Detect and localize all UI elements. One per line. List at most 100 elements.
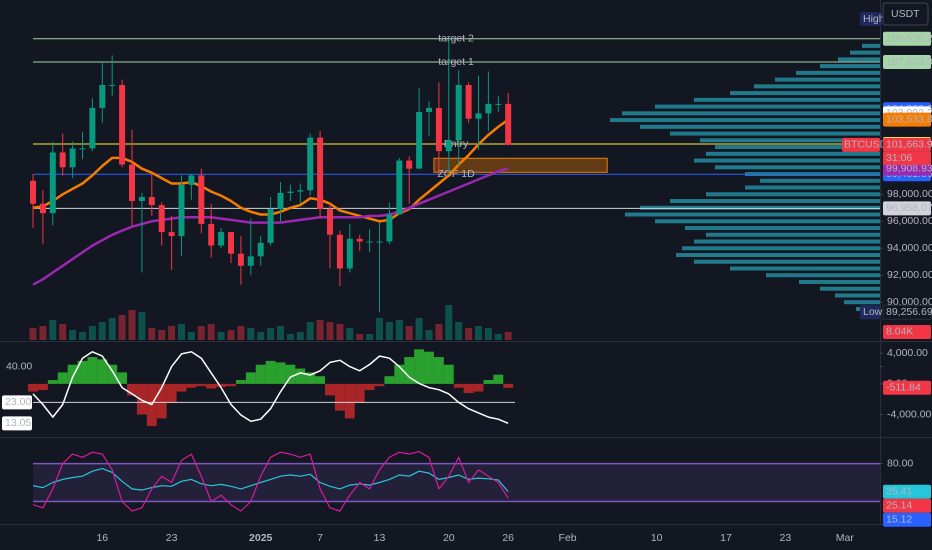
oscillator-bar bbox=[275, 362, 286, 384]
oscillator-bar bbox=[176, 383, 187, 392]
volume-bar bbox=[59, 324, 67, 340]
oscillator-bar bbox=[414, 349, 425, 384]
volume-profile-bar bbox=[745, 185, 880, 190]
oscillator-bar bbox=[364, 383, 375, 391]
volume-bar bbox=[346, 328, 354, 340]
oscillator-bar bbox=[57, 372, 68, 384]
oscillator-bar bbox=[315, 376, 326, 384]
x-tick-label: 16 bbox=[96, 532, 108, 544]
volume-bar bbox=[217, 332, 225, 340]
oscillator-bar bbox=[374, 383, 385, 387]
zone-box bbox=[433, 157, 608, 173]
volume-bar bbox=[237, 326, 245, 340]
volume-bar bbox=[484, 328, 492, 340]
oscillator-last-label: -511.84 bbox=[886, 382, 921, 394]
volume-profile-bar bbox=[655, 219, 880, 224]
oscillator-bar bbox=[295, 368, 306, 384]
volume-bar bbox=[494, 334, 502, 340]
candle-body bbox=[30, 180, 36, 204]
candle-body bbox=[247, 256, 254, 266]
candle-body bbox=[386, 214, 393, 242]
oscillator-bar bbox=[404, 357, 415, 384]
series-last-label: 99,908.93 bbox=[886, 162, 932, 174]
candle-body bbox=[129, 164, 135, 202]
volume-bar bbox=[356, 334, 364, 340]
volume-profile-bar bbox=[670, 199, 880, 204]
candle-body bbox=[327, 209, 333, 235]
volume-profile-bar bbox=[730, 266, 880, 271]
series-last-label-box bbox=[2, 416, 32, 431]
oscillator-bar bbox=[206, 383, 217, 389]
oscillator-bar bbox=[394, 364, 405, 384]
candle-body bbox=[317, 137, 324, 210]
level-text: ZOF 1D bbox=[437, 168, 475, 180]
oscillator-bar bbox=[107, 364, 118, 384]
level-text: target 1 bbox=[438, 56, 474, 68]
level-label-box bbox=[2, 395, 32, 410]
volume-profile-bar bbox=[655, 104, 880, 109]
volume-profile-bar bbox=[844, 300, 880, 305]
oscillator-bar bbox=[255, 364, 266, 384]
candle-body bbox=[396, 160, 403, 215]
oscillator-bar bbox=[97, 359, 108, 384]
volume-profile-bar bbox=[694, 239, 880, 244]
candle-body bbox=[188, 175, 195, 185]
candle-body bbox=[505, 103, 512, 145]
oscillator-bar bbox=[344, 383, 355, 419]
volume-bar bbox=[376, 318, 383, 340]
volume-bar bbox=[405, 326, 413, 340]
volume-profile-bar bbox=[682, 246, 880, 251]
level-label: 107,803.02 bbox=[886, 56, 932, 68]
candle-body bbox=[416, 111, 423, 169]
volume-profile-bar bbox=[622, 111, 880, 116]
oscillator-bar bbox=[354, 383, 365, 404]
candle-body bbox=[69, 148, 76, 168]
candle-body bbox=[109, 85, 116, 86]
volume-bar bbox=[267, 328, 275, 340]
oscillator-bar bbox=[384, 376, 395, 384]
level-label-box bbox=[883, 201, 931, 216]
y-tick-label: 4,000.00 bbox=[887, 347, 928, 359]
indicator-line bbox=[32, 451, 509, 512]
volume-bar bbox=[316, 320, 324, 340]
candle-body bbox=[426, 107, 432, 112]
volume-profile-bar bbox=[700, 138, 880, 143]
series-last-label-box bbox=[883, 161, 931, 176]
volume-bar bbox=[178, 324, 185, 340]
oscillator-bar bbox=[433, 357, 444, 384]
candle-body bbox=[356, 238, 363, 242]
x-tick-label: 26 bbox=[502, 532, 514, 544]
currency-label[interactable]: USDT bbox=[891, 8, 920, 20]
oscillator-bar bbox=[28, 383, 38, 392]
series-last-label: 15.12 bbox=[886, 514, 912, 526]
currency-button[interactable] bbox=[882, 2, 929, 26]
volume-profile-bar bbox=[850, 50, 880, 55]
oscillator-bar bbox=[156, 383, 167, 419]
candle-body bbox=[475, 113, 482, 119]
candle-body bbox=[277, 192, 284, 210]
candle-body bbox=[198, 175, 205, 224]
volume-bar bbox=[257, 332, 265, 340]
x-tick-label: 2025 bbox=[249, 532, 273, 544]
oscillator-bar bbox=[136, 383, 147, 415]
indicator-line bbox=[32, 468, 509, 493]
volume-bar bbox=[88, 326, 96, 340]
oscillator-bar bbox=[483, 380, 494, 384]
oscillator-line bbox=[32, 351, 509, 424]
volume-profile-bar bbox=[640, 205, 880, 210]
oscillator-bar bbox=[424, 351, 434, 384]
volume-profile-bar bbox=[775, 77, 880, 82]
volume-bar bbox=[435, 324, 443, 340]
oscillator-bar bbox=[196, 383, 207, 387]
volume-profile-bar bbox=[706, 151, 880, 156]
volume-profile-bar bbox=[694, 158, 880, 163]
last-price-label: 101,663.99 bbox=[886, 139, 932, 151]
high-tag: High bbox=[863, 13, 885, 25]
y-tick-label: 98,000.00 bbox=[887, 188, 932, 200]
candle-body bbox=[455, 85, 462, 141]
low-label: 89,256.69 bbox=[886, 306, 932, 318]
candle-body bbox=[435, 107, 442, 152]
oscillator-bar bbox=[265, 360, 276, 384]
volume-profile-bar bbox=[706, 232, 880, 237]
